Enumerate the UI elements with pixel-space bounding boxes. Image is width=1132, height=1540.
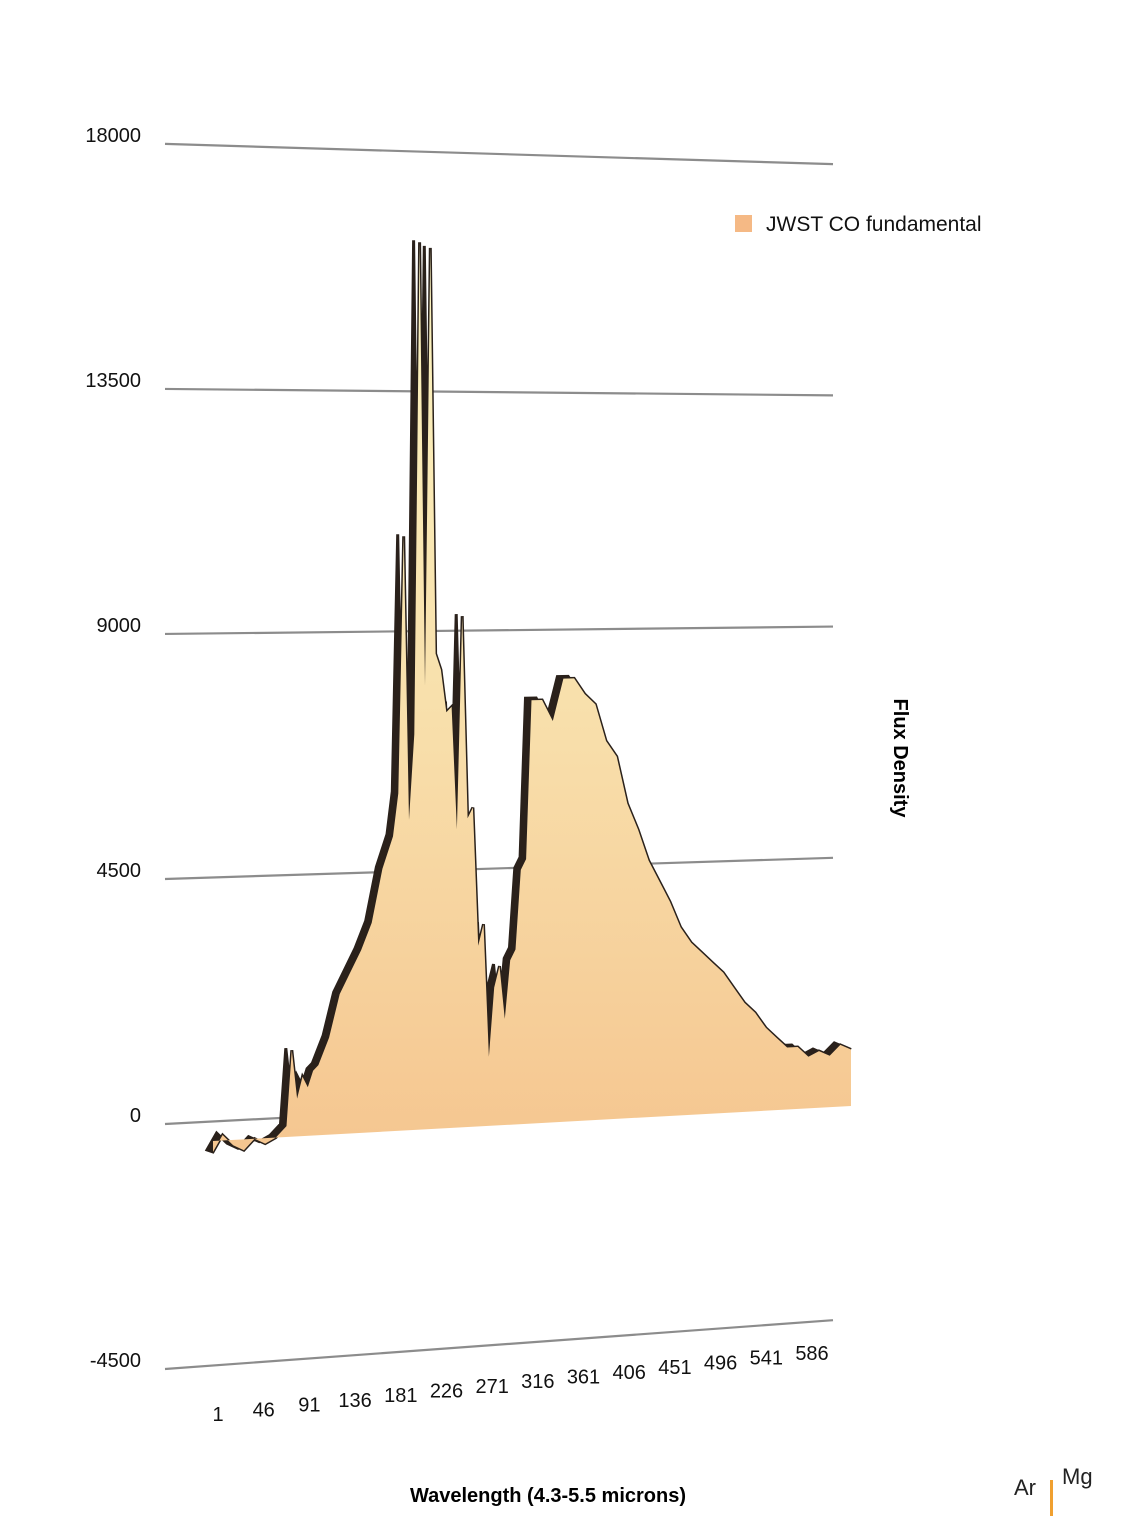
corner-label-mg: Mg: [1062, 1464, 1093, 1489]
x-tick-label: 181: [384, 1385, 417, 1407]
x-tick-label: 91: [298, 1395, 320, 1417]
gridlines: [164, 142, 834, 1371]
gridline-9000: [164, 625, 834, 636]
gridline-18000: [164, 142, 834, 166]
x-tick-label: 406: [613, 1362, 646, 1384]
x-axis-title: Wavelength (4.3-5.5 microns): [410, 1485, 686, 1507]
x-tick-label: 316: [521, 1371, 554, 1393]
x-tick-label: 541: [750, 1348, 783, 1370]
legend-swatch: [735, 215, 752, 232]
y-tick-label: 4500: [97, 860, 142, 882]
y-axis-title: Flux Density: [889, 699, 911, 819]
x-axis-ticks: 1 46 91 136 181 226 271 316 361 406 451 496 541 586: [212, 1343, 828, 1426]
y-axis-ticks: 18000 13500 9000 4500 0 -4500: [85, 125, 141, 1372]
x-tick-label: 451: [658, 1357, 691, 1379]
y-tick-label: 9000: [97, 615, 142, 637]
y-tick-label: 18000: [85, 125, 141, 147]
y-tick-label: 0: [130, 1105, 141, 1127]
gridline-13500: [164, 387, 834, 397]
x-tick-label: 1: [212, 1404, 223, 1426]
legend: JWST CO fundamental: [735, 213, 982, 236]
data-series-layer: [204, 240, 852, 1154]
x-tick-label: 361: [567, 1367, 600, 1389]
series-area-jwst-co: [213, 242, 851, 1152]
corner-label-ar: Ar: [1014, 1475, 1036, 1500]
corner-divider: [1050, 1480, 1053, 1516]
x-tick-label: 46: [253, 1399, 275, 1421]
y-tick-label: 13500: [85, 370, 141, 392]
x-tick-label: 136: [338, 1390, 371, 1412]
x-tick-label: 586: [795, 1343, 828, 1365]
x-tick-label: 226: [430, 1381, 463, 1403]
y-tick-label: -4500: [90, 1350, 141, 1372]
x-tick-label: 271: [476, 1376, 509, 1398]
gridline-4500: [164, 856, 834, 881]
legend-label: JWST CO fundamental: [766, 213, 982, 236]
gridline--4500: [164, 1319, 834, 1371]
x-tick-label: 496: [704, 1352, 737, 1374]
